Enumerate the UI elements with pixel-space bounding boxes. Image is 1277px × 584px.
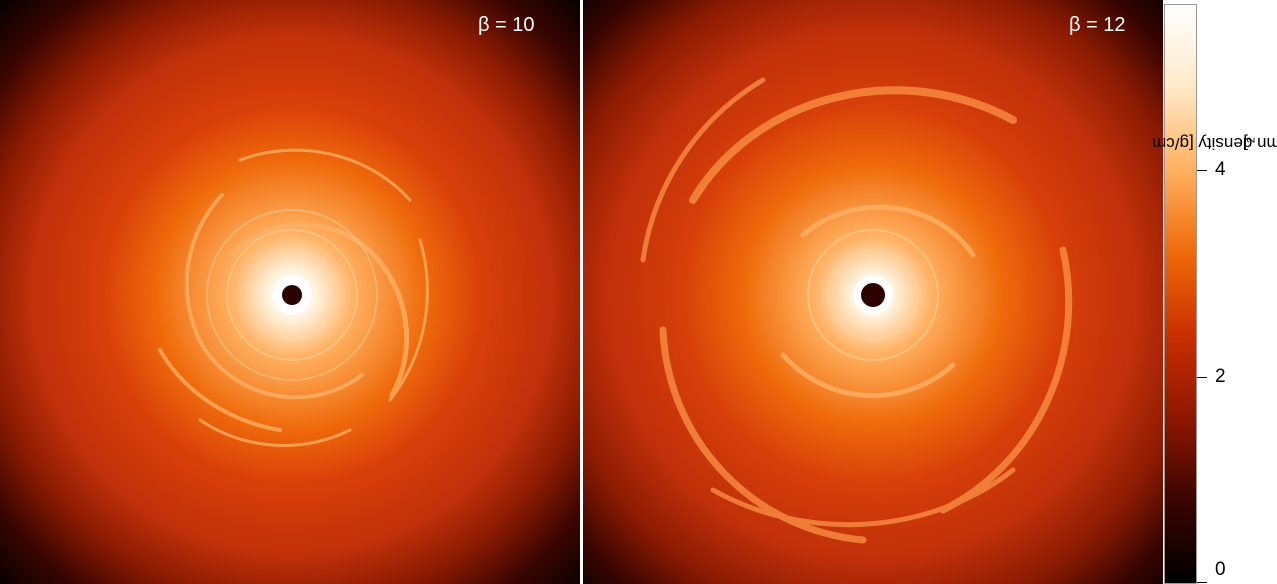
simulation-panel-beta-10: β = 10: [0, 0, 580, 584]
panel-label-beta-12: β = 12: [1069, 14, 1126, 36]
panel-divider: [580, 0, 583, 584]
colorbar-tick: [1197, 376, 1207, 378]
colorbar: [1164, 4, 1197, 584]
colorbar-label-text: log column density [g/cm: [1152, 134, 1277, 154]
colorbar-tick-label: 0: [1215, 559, 1226, 580]
panel-label-beta-10: β = 10: [478, 14, 535, 36]
colorbar-tick: [1197, 169, 1207, 171]
colorbar-tick: [1197, 582, 1207, 583]
disk-density-image: [0, 0, 580, 584]
disk-density-image: [583, 0, 1163, 584]
simulation-panel-beta-12: β = 12: [583, 0, 1163, 584]
colorbar-label-suffix: ]: [1243, 134, 1249, 154]
colorbar-tick-label: 2: [1215, 365, 1226, 387]
colorbar-tick-label: 4: [1215, 158, 1226, 180]
